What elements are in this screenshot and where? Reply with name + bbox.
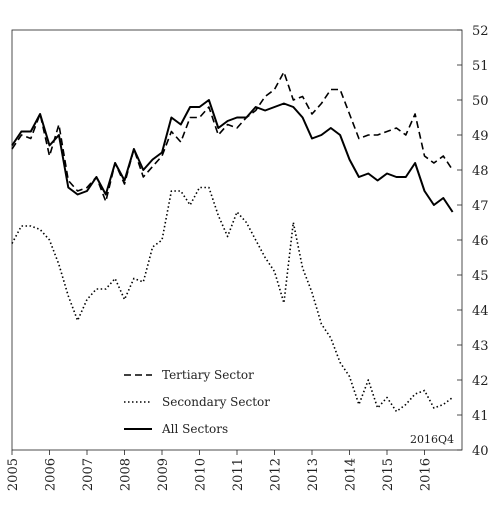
- y-tick-label: 42: [472, 374, 489, 389]
- legend-label-tertiary-sector: Tertiary Sector: [162, 368, 254, 382]
- y-tick-label: 52: [472, 24, 489, 39]
- y-tick-label: 49: [472, 129, 489, 144]
- series-line-tertiary-sector: [11, 71, 454, 203]
- period-annotation: 2016Q4: [410, 433, 454, 446]
- y-tick-label: 51: [472, 59, 489, 74]
- x-tick-label: 2016: [419, 458, 434, 491]
- y-tick-label: 41: [472, 409, 489, 424]
- y-tick-label: 43: [472, 339, 489, 354]
- y-axis: 40 41 42 43 44 45 46 47 48 49 50 51 52: [457, 24, 489, 459]
- x-tick-label: 2009: [156, 458, 171, 491]
- y-tick-label: 48: [472, 164, 489, 179]
- x-tick-label: 2010: [194, 458, 209, 491]
- x-tick-label: 2015: [381, 458, 396, 491]
- legend-label-secondary-sector: Secondary Sector: [162, 395, 270, 409]
- legend-label-all-sectors: All Sectors: [161, 422, 228, 436]
- y-tick-label: 40: [472, 444, 489, 459]
- y-tick-label: 44: [472, 304, 489, 319]
- y-tick-label: 50: [472, 94, 489, 109]
- series-line-all-sectors: [11, 99, 454, 213]
- y-tick-label: 47: [472, 199, 489, 214]
- y-tick-label: 46: [472, 234, 489, 249]
- plot-frame: [11, 29, 463, 451]
- series-layer: [11, 71, 454, 413]
- x-tick-label: 2008: [119, 458, 134, 491]
- x-tick-label: 2012: [269, 458, 284, 491]
- y-tick-label: 45: [472, 269, 489, 284]
- x-tick-label: 2005: [6, 458, 21, 491]
- series-line-secondary-sector: [11, 186, 454, 413]
- legend: Tertiary Sector Secondary Sector All Secto…: [124, 368, 270, 436]
- x-tick-label: 2011: [231, 458, 246, 491]
- x-axis: 2005 2006 2007 2008 2009 2010 2011 2012 2013 2014…: [6, 450, 434, 491]
- x-tick-label: 2013: [306, 458, 321, 491]
- x-tick-label: 2014: [344, 458, 359, 491]
- x-tick-label: 2006: [44, 458, 59, 491]
- plot-area: [11, 29, 463, 451]
- x-tick-label: 2007: [81, 458, 96, 491]
